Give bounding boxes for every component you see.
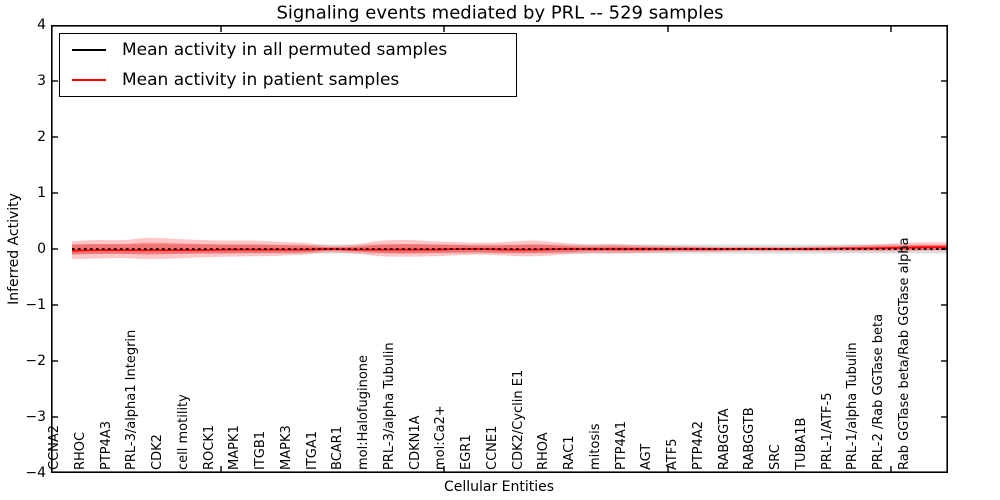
x-category-label: PTP4A2 — [690, 420, 706, 470]
x-category-label: PRL-1/alpha Tubulin — [845, 342, 861, 470]
x-category-label: PRL-3/alpha1 Integrin — [124, 329, 140, 470]
x-category-label: cell motility — [175, 394, 191, 470]
legend-line-patient-icon — [72, 78, 106, 82]
chart-title: Signaling events mediated by PRL -- 529 … — [276, 2, 724, 24]
band-patient-samples-range-outer — [72, 237, 948, 260]
x-category-label: MAPK3 — [278, 425, 294, 470]
legend-item-permuted: Mean activity in all permuted samples — [60, 36, 516, 64]
x-category-label: RABGGTA — [716, 408, 732, 470]
y-tick-label: 2 — [37, 129, 46, 145]
y-tick-label: −2 — [25, 353, 46, 369]
x-category-label: CDK2/Cyclin E1 — [510, 369, 526, 470]
x-category-label: PTP4A3 — [98, 420, 114, 470]
x-category-label: EGR1 — [459, 434, 475, 470]
x-category-label: Rab GGTase beta/Rab GGTase alpha — [897, 237, 912, 470]
y-tick-label: 0 — [37, 241, 46, 257]
plot-area — [51, 25, 948, 473]
x-category-label: ROCK1 — [201, 424, 217, 470]
x-category-label: PRL-1/ATF-5 — [819, 392, 835, 471]
x-category-label: SRC — [768, 444, 784, 470]
x-category-label: ATF5 — [665, 438, 681, 470]
x-category-label: CCNA2 — [47, 424, 62, 470]
x-category-label: mol:Ca2+ — [433, 405, 449, 470]
x-category-label: RHOA — [536, 432, 552, 470]
x-category-label: mitosis — [587, 423, 603, 470]
x-category-label: PTP4A1 — [613, 420, 629, 470]
y-tick-label: −3 — [25, 409, 46, 425]
x-category-label: TUBA1B — [793, 417, 809, 470]
x-category-label: AGT — [639, 443, 655, 470]
x-category-label: BCAR1 — [330, 426, 346, 470]
x-category-label: RABGGTB — [742, 407, 758, 470]
x-category-label: ITGB1 — [253, 430, 269, 470]
band-patient-samples-range-inner — [72, 242, 948, 255]
y-tick-label: 4 — [37, 17, 46, 33]
x-category-label: RHOC — [72, 431, 88, 470]
x-category-label: CDKN1A — [407, 415, 423, 470]
x-category-label: CDK2 — [150, 434, 166, 470]
x-category-label: MAPK1 — [227, 425, 243, 470]
y-tick-label: 3 — [37, 73, 46, 89]
x-category-label: RAC1 — [562, 435, 578, 470]
legend-line-permuted-icon — [72, 48, 106, 52]
y-tick-label: 1 — [37, 185, 46, 201]
y-tick-label: −1 — [25, 297, 46, 313]
x-category-label: CCNE1 — [484, 425, 500, 470]
x-axis-label: Cellular Entities — [443, 479, 555, 495]
x-category-label: ITGA1 — [304, 430, 320, 470]
legend-label-patient: Mean activity in patient samples — [122, 70, 400, 90]
x-category-label: PRL-3/alpha Tubulin — [381, 342, 397, 470]
x-category-label: PRL-2 /Rab GGTase beta — [871, 313, 887, 470]
patient-mean-line — [71, 246, 948, 252]
legend-label-permuted: Mean activity in all permuted samples — [122, 40, 448, 60]
y-tick-label: −4 — [25, 465, 46, 481]
legend-box: Mean activity in all permuted samples Me… — [59, 33, 517, 97]
x-category-label: mol:Halofuginone — [356, 354, 372, 470]
legend-item-patient: Mean activity in patient samples — [60, 66, 516, 94]
plot-frame — [51, 25, 948, 473]
